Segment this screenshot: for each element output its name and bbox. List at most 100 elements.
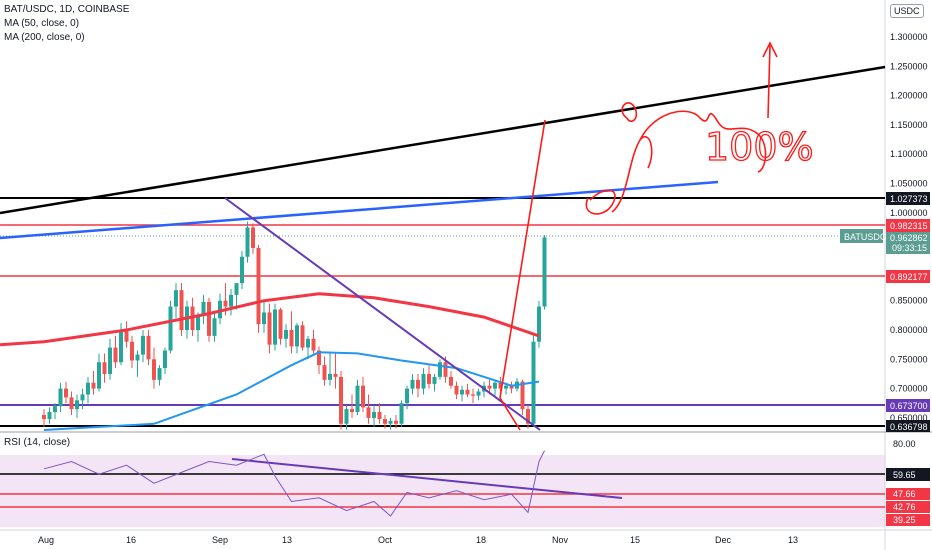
candle-body[interactable]: [64, 388, 68, 398]
candle-body[interactable]: [443, 362, 448, 377]
candle-body[interactable]: [454, 385, 459, 395]
currency-badge[interactable]: USDC: [890, 4, 924, 18]
candle-body[interactable]: [339, 376, 343, 424]
candle-body[interactable]: [53, 406, 57, 413]
candle-body[interactable]: [163, 350, 167, 369]
candle-body[interactable]: [251, 227, 255, 248]
candle-body[interactable]: [388, 420, 393, 424]
candle-body[interactable]: [542, 237, 547, 307]
rsi-legend[interactable]: RSI (14, close): [4, 437, 71, 448]
candle-body[interactable]: [421, 373, 426, 389]
candle-body[interactable]: [377, 412, 382, 420]
candle-body[interactable]: [427, 373, 431, 384]
candle-body[interactable]: [416, 379, 420, 389]
candle-body[interactable]: [42, 414, 46, 420]
candle-body[interactable]: [97, 362, 101, 389]
ma200-legend[interactable]: MA (200, close, 0): [4, 32, 85, 43]
candle-body[interactable]: [119, 330, 123, 363]
candle-body[interactable]: [234, 283, 239, 295]
candle-body[interactable]: [504, 385, 508, 389]
candle-body[interactable]: [91, 382, 96, 389]
black-uptrend-line[interactable]: [0, 65, 886, 215]
purple-downtrend-line[interactable]: [224, 197, 541, 431]
candle-body[interactable]: [487, 385, 492, 389]
candle-body[interactable]: [449, 376, 453, 386]
candle-body[interactable]: [328, 373, 332, 380]
candle-body[interactable]: [80, 394, 85, 401]
candle-body[interactable]: [130, 341, 134, 361]
candle-body[interactable]: [520, 381, 525, 410]
candle-body[interactable]: [289, 330, 294, 347]
candle-body[interactable]: [350, 409, 354, 413]
candle-body[interactable]: [476, 391, 481, 396]
candle-body[interactable]: [179, 290, 184, 330]
candle-body[interactable]: [174, 290, 178, 307]
candle-body[interactable]: [124, 330, 129, 342]
candle-body[interactable]: [333, 373, 338, 377]
candle-body[interactable]: [311, 338, 316, 351]
candle-body[interactable]: [537, 306, 541, 342]
candle-body[interactable]: [229, 294, 233, 307]
candle-body[interactable]: [58, 388, 63, 407]
candle-body[interactable]: [526, 409, 530, 424]
candle-body[interactable]: [460, 389, 464, 395]
candle-body[interactable]: [322, 365, 327, 380]
candle-body[interactable]: [146, 335, 151, 360]
candle-body[interactable]: [405, 388, 409, 404]
candle-body[interactable]: [135, 354, 140, 361]
candle-body[interactable]: [432, 376, 437, 384]
candle-body[interactable]: [86, 382, 90, 395]
rsi-purple-trend-line[interactable]: [231, 458, 623, 499]
candle-body[interactable]: [152, 359, 156, 380]
candle-body[interactable]: [410, 379, 415, 389]
candle-body[interactable]: [240, 256, 244, 284]
candle-body[interactable]: [344, 409, 349, 424]
candle-body[interactable]: [355, 385, 360, 413]
candle-body[interactable]: [212, 318, 217, 336]
candle-body[interactable]: [223, 300, 228, 307]
candle-body[interactable]: [168, 306, 173, 351]
time-axis[interactable]: Aug 16 Sep 13 Oct 18 Nov 15 Dec 13: [38, 535, 798, 545]
candle-body[interactable]: [207, 301, 211, 336]
candle-body[interactable]: [273, 309, 277, 345]
candle-body[interactable]: [300, 325, 305, 348]
candle-body[interactable]: [69, 397, 74, 410]
candle-body[interactable]: [383, 419, 387, 424]
time-label-13b: 13: [788, 535, 798, 545]
candle-body[interactable]: [108, 347, 112, 374]
candle-body[interactable]: [278, 309, 283, 339]
candle-body[interactable]: [465, 389, 470, 395]
candle-body[interactable]: [102, 362, 107, 374]
candle-body[interactable]: [438, 362, 442, 377]
candle-body[interactable]: [157, 368, 162, 380]
time-label-aug: Aug: [38, 535, 54, 545]
candle-body[interactable]: [75, 400, 79, 410]
candle-body[interactable]: [394, 420, 398, 424]
candle-body[interactable]: [284, 330, 288, 339]
candle-body[interactable]: [493, 382, 497, 389]
symbol-header[interactable]: BAT/USDC, 1D, COINBASE: [4, 4, 130, 15]
candle-body[interactable]: [399, 403, 404, 424]
candle-body[interactable]: [306, 338, 310, 348]
candle-body[interactable]: [256, 247, 261, 325]
candle-body[interactable]: [498, 382, 503, 389]
candle-body[interactable]: [245, 227, 250, 257]
candle-body[interactable]: [509, 385, 514, 389]
ma50-legend[interactable]: MA (50, close, 0): [4, 18, 80, 29]
candle-body[interactable]: [201, 301, 206, 316]
time-label-16: 16: [126, 535, 136, 545]
candle-body[interactable]: [372, 412, 376, 418]
candle-body[interactable]: [262, 312, 266, 325]
candle-body[interactable]: [141, 335, 145, 355]
candle-body[interactable]: [47, 412, 52, 420]
candle-body[interactable]: [113, 347, 118, 363]
candle-body[interactable]: [471, 394, 475, 396]
blue-trend-line[interactable]: [0, 180, 719, 240]
candle-body[interactable]: [196, 315, 200, 330]
candle-body[interactable]: [267, 312, 272, 345]
candle-body[interactable]: [361, 385, 365, 408]
candle-body[interactable]: [366, 407, 371, 418]
candle-body[interactable]: [295, 325, 299, 347]
candle-body[interactable]: [317, 350, 321, 366]
